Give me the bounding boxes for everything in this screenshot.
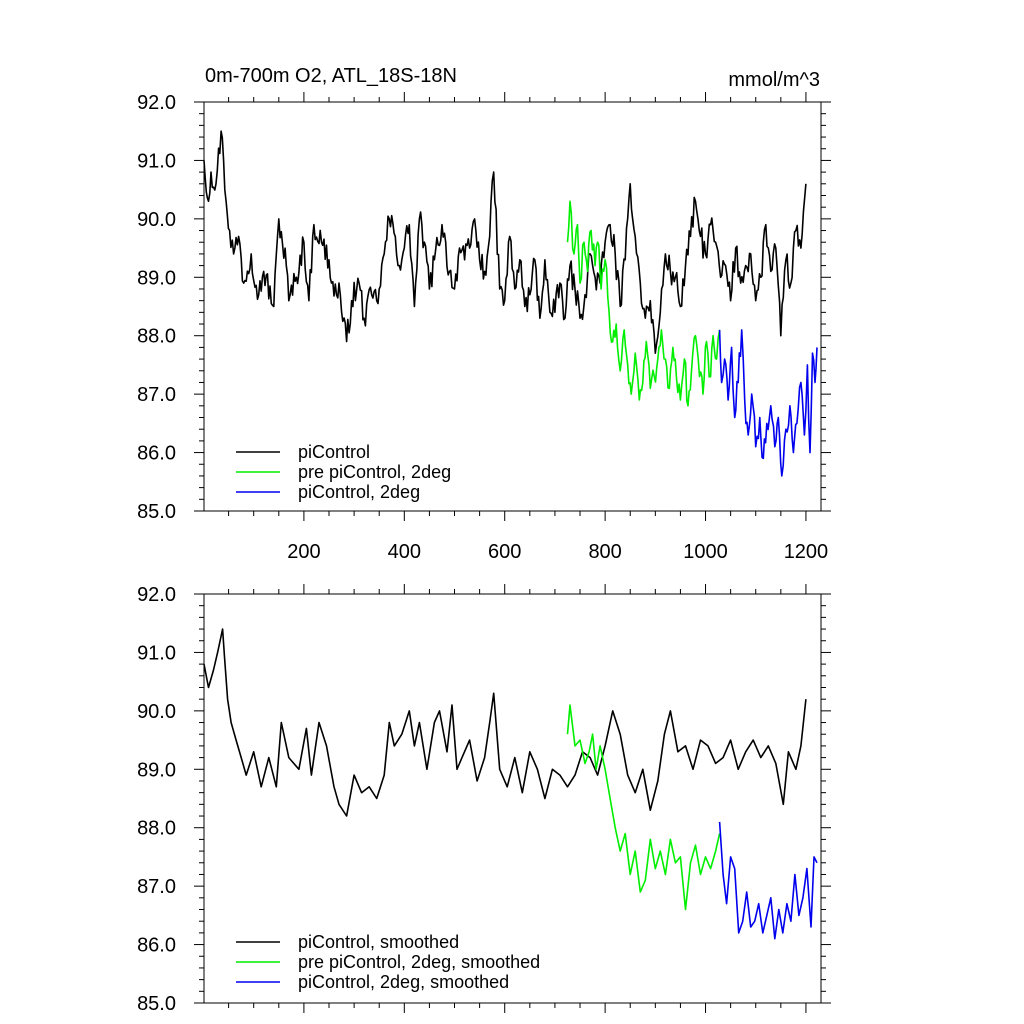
legend-label-picontrol-2deg: piControl, 2deg [298,482,420,502]
y-tick-label: 88.0 [137,326,176,348]
x-tick-label: 200 [287,541,320,563]
series-group [203,130,818,477]
legend-label-pre-picontrol: pre piControl, 2deg [298,462,451,482]
panel-raw: 0m-700m O2, ATL_18S-18N mmol/m^3 85.0 86.… [137,65,831,563]
y-tick-label: 91.0 [137,642,176,664]
y-tick-label: 85.0 [137,993,176,1015]
series-line-pre-picontrol-2deg-smoothed [566,704,721,911]
x-tick-label: 800 [588,541,621,563]
y-tick-label: 92.0 [137,92,176,114]
legend: piControl, smoothed pre piControl, 2deg,… [236,932,540,992]
y-tick-label: 88.0 [137,818,176,840]
legend: piControl pre piControl, 2deg piControl,… [236,442,451,502]
y-tick-label: 87.0 [137,876,176,898]
x-tick-label: 1200 [784,541,829,563]
panel-smoothed: 85.0 86.0 87.0 88.0 89.0 90.0 91.0 92.0 piContr… [137,584,831,1015]
y-tick-label: 89.0 [137,267,176,289]
series-line-pre-picontrol-2deg [566,200,721,407]
plot-frame [203,593,822,1004]
y-tick-label: 87.0 [137,384,176,406]
axis-ticks [194,584,831,1013]
y-axis-labels: 85.0 86.0 87.0 88.0 89.0 90.0 91.0 92.0 [137,584,176,1015]
y-axis-labels: 85.0 86.0 87.0 88.0 89.0 90.0 91.0 92.0 [137,92,176,523]
series-line-picontrol [203,130,807,354]
y-tick-label: 86.0 [137,443,176,465]
units-label: mmol/m^3 [728,69,820,91]
legend-label-picontrol-smoothed: piControl, smoothed [298,932,459,952]
series-group [203,628,818,940]
series-line-picontrol-smoothed [203,628,807,817]
series-line-picontrol-2deg-smoothed [718,821,818,940]
y-tick-label: 90.0 [137,209,176,231]
x-tick-label: 600 [488,541,521,563]
y-tick-label: 91.0 [137,150,176,172]
series-line-picontrol-2deg [718,329,818,477]
y-tick-label: 92.0 [137,584,176,606]
legend-label-picontrol: piControl [298,442,370,462]
y-tick-label: 85.0 [137,501,176,523]
x-tick-label: 1000 [683,541,728,563]
plot-frame [203,101,822,512]
axis-ticks [194,92,831,521]
y-tick-label: 89.0 [137,759,176,781]
x-tick-label: 400 [388,541,421,563]
chart-title: 0m-700m O2, ATL_18S-18N [205,65,457,87]
y-tick-label: 86.0 [137,935,176,957]
y-tick-label: 90.0 [137,701,176,723]
legend-label-pre-picontrol-smoothed: pre piControl, 2deg, smoothed [298,952,540,972]
legend-label-picontrol-2deg-smoothed: piControl, 2deg, smoothed [298,972,509,992]
x-axis-labels: 200 400 600 800 1000 1200 [287,541,828,563]
